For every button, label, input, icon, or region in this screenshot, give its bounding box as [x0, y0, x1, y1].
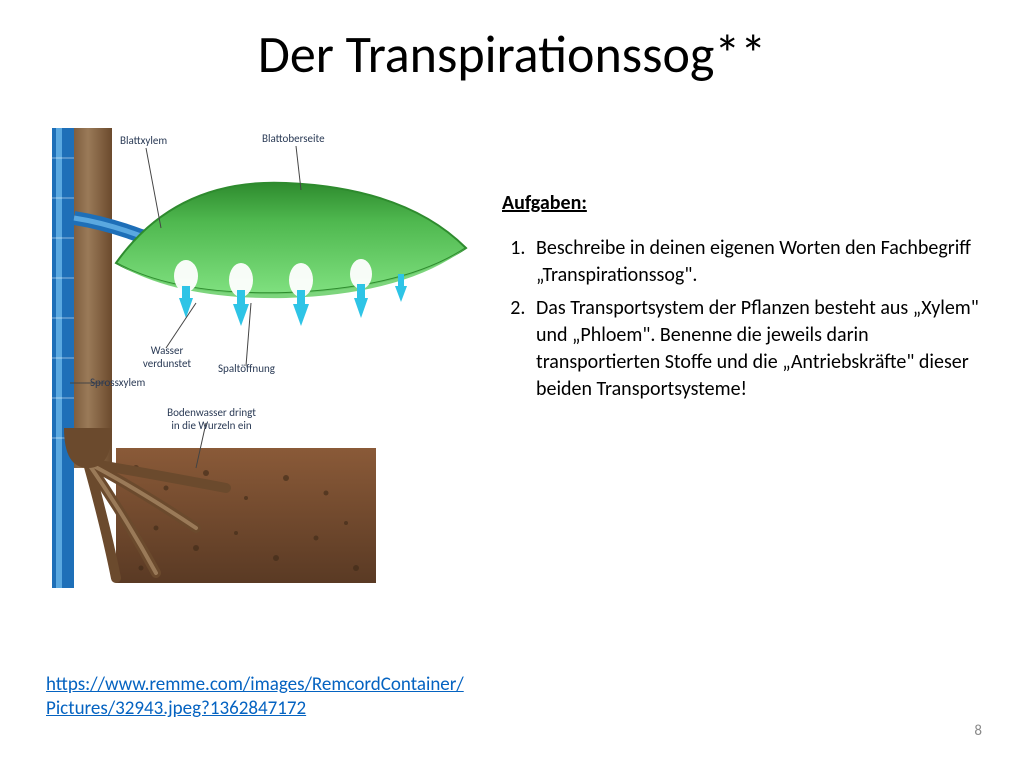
transpiration-diagram: Blattxylem Blattoberseite Wasser verduns… — [46, 128, 476, 588]
label-bodenwasser: Bodenwasser dringt in die Wurzeln ein — [164, 406, 259, 432]
tasks-list: Beschreibe in deinen eigenen Worten den … — [502, 235, 982, 403]
label-sprossxylem: Sprossxylem — [90, 376, 145, 389]
tasks-panel: Aufgaben: Beschreibe in deinen eigenen W… — [502, 190, 982, 409]
label-wasser-verdunstet: Wasser verdunstet — [132, 344, 202, 370]
source-link[interactable]: https://www.remme.com/images/RemcordCont… — [46, 673, 466, 722]
label-spaltoeffnung: Spaltöffnung — [218, 362, 275, 375]
task-item: Das Transportsystem der Pflanzen besteht… — [530, 295, 982, 403]
label-blattxylem: Blattxylem — [120, 134, 167, 147]
page-title: Der Transpirationssog** — [0, 22, 1024, 86]
page-number: 8 — [974, 722, 982, 740]
task-item: Beschreibe in deinen eigenen Worten den … — [530, 235, 982, 289]
label-blattoberseite: Blattoberseite — [262, 132, 325, 145]
tasks-heading: Aufgaben: — [502, 190, 982, 217]
